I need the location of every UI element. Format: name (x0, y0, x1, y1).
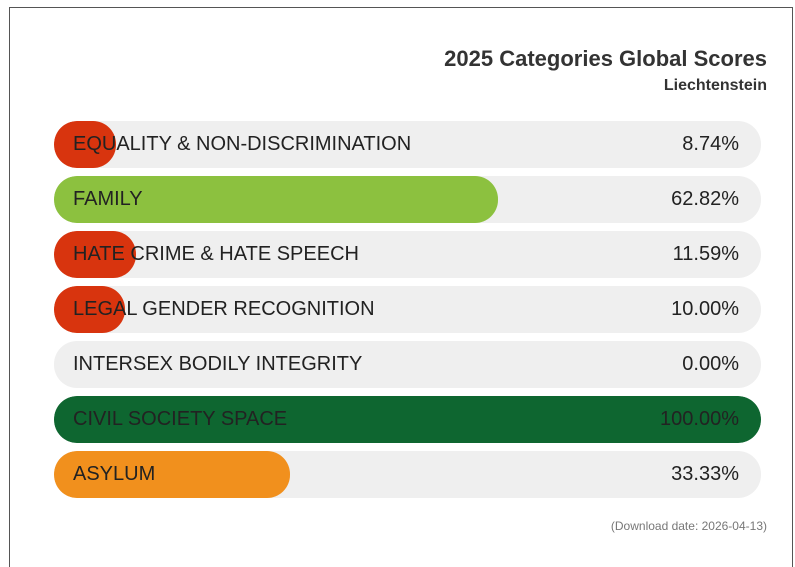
bar-fill (54, 451, 290, 498)
bar-row: ASYLUM 33.33% (54, 451, 761, 498)
bar-label: INTERSEX BODILY INTEGRITY (73, 353, 363, 375)
bar-row: HATE CRIME & HATE SPEECH 11.59% (54, 231, 761, 278)
download-date: (Download date: 2026-04-13) (610, 519, 767, 533)
bar-fill (54, 121, 116, 168)
bar-fill (54, 396, 761, 443)
bar-label: CIVIL SOCIETY SPACE (73, 408, 288, 430)
bar-value-label: 11.59% (672, 243, 739, 265)
bar-value-label: 8.74% (682, 133, 739, 155)
bar-fill (54, 231, 136, 278)
bar-value-label: 100.00% (660, 408, 739, 430)
bar-row: FAMILY 62.82% (54, 176, 761, 223)
chart-subtitle: Liechtenstein (663, 77, 767, 94)
bar-value-label: 10.00% (671, 298, 739, 320)
bar-value-label: 0.00% (682, 353, 739, 375)
bar-value-label: 33.33% (671, 463, 739, 485)
bar-label: HATE CRIME & HATE SPEECH (73, 243, 359, 265)
bar-label: LEGAL GENDER RECOGNITION (73, 298, 375, 320)
bar-row: CIVIL SOCIETY SPACE 100.00% (54, 396, 761, 443)
bar-label: FAMILY (73, 188, 143, 210)
bar-fill (54, 176, 499, 223)
bar-row: LEGAL GENDER RECOGNITION 10.00% (54, 286, 761, 333)
bar-list: EQUALITY & NON-DISCRIMINATION 8.74% FAMILY… (54, 121, 761, 506)
chart-title: 2025 Categories Global Scores (444, 46, 767, 71)
bar-row: EQUALITY & NON-DISCRIMINATION 8.74% (54, 121, 761, 168)
bar-label: EQUALITY & NON-DISCRIMINATION (73, 133, 412, 155)
bar-value-label: 62.82% (671, 188, 739, 210)
bar-fill (54, 286, 125, 333)
bar-label: ASYLUM (73, 463, 156, 485)
bar-row: INTERSEX BODILY INTEGRITY 0.00% (54, 341, 761, 388)
